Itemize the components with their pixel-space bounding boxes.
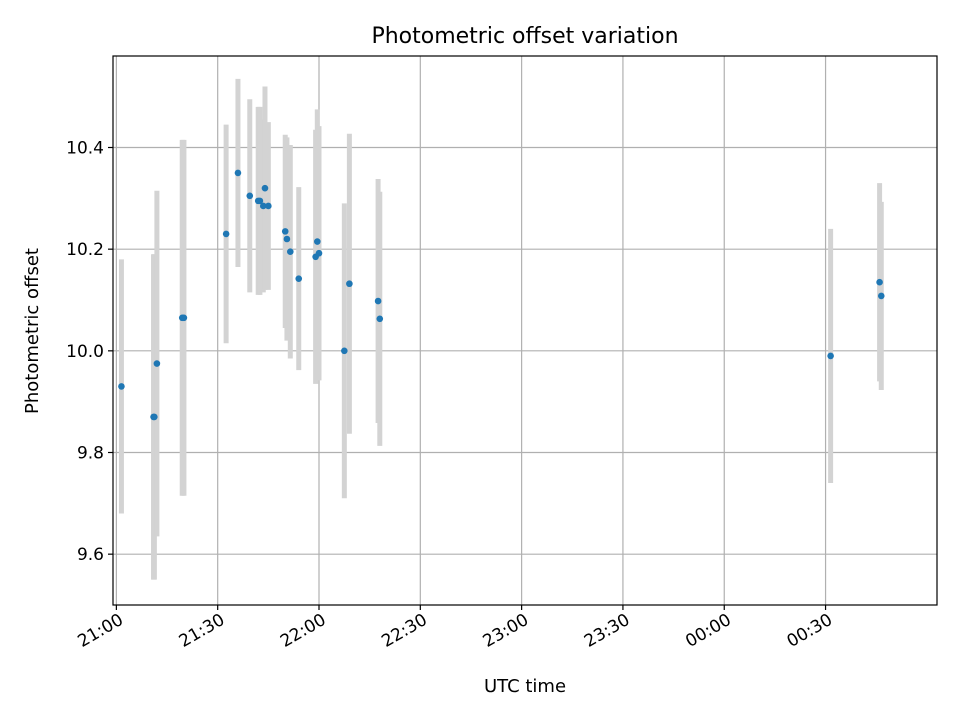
data-point: [246, 192, 254, 200]
data-point: [151, 413, 158, 421]
y-tick-label: 10.4: [66, 139, 104, 159]
data-point: [286, 248, 294, 256]
data-point: [256, 197, 264, 205]
data-point: [827, 352, 834, 360]
data-point: [259, 202, 267, 210]
data-point: [877, 292, 885, 300]
x-axis-label: UTC time: [484, 676, 566, 697]
y-tick-label: 9.6: [77, 545, 104, 565]
y-tick-label: 10.2: [66, 240, 104, 260]
data-point: [180, 314, 188, 322]
data-point: [315, 249, 323, 257]
data-point: [283, 235, 291, 243]
data-point: [234, 169, 242, 177]
data-point: [118, 383, 125, 390]
chart-title: Photometric offset variation: [371, 24, 678, 49]
point-layer: [118, 169, 885, 421]
y-tick-label: 10.0: [66, 342, 104, 362]
y-tick-label: 9.8: [77, 444, 104, 464]
data-point: [153, 360, 161, 367]
data-point: [374, 297, 382, 305]
data-point: [281, 228, 289, 235]
data-point: [876, 278, 883, 286]
data-point: [314, 238, 321, 245]
data-point: [376, 315, 384, 323]
y-axis-label: Photometric offset: [22, 248, 43, 414]
data-point: [222, 230, 230, 238]
data-point: [295, 275, 303, 282]
plot-frame: [112, 55, 938, 606]
data-point: [261, 184, 269, 192]
data-point: [341, 347, 348, 355]
data-point: [346, 280, 353, 288]
data-point: [265, 202, 272, 210]
